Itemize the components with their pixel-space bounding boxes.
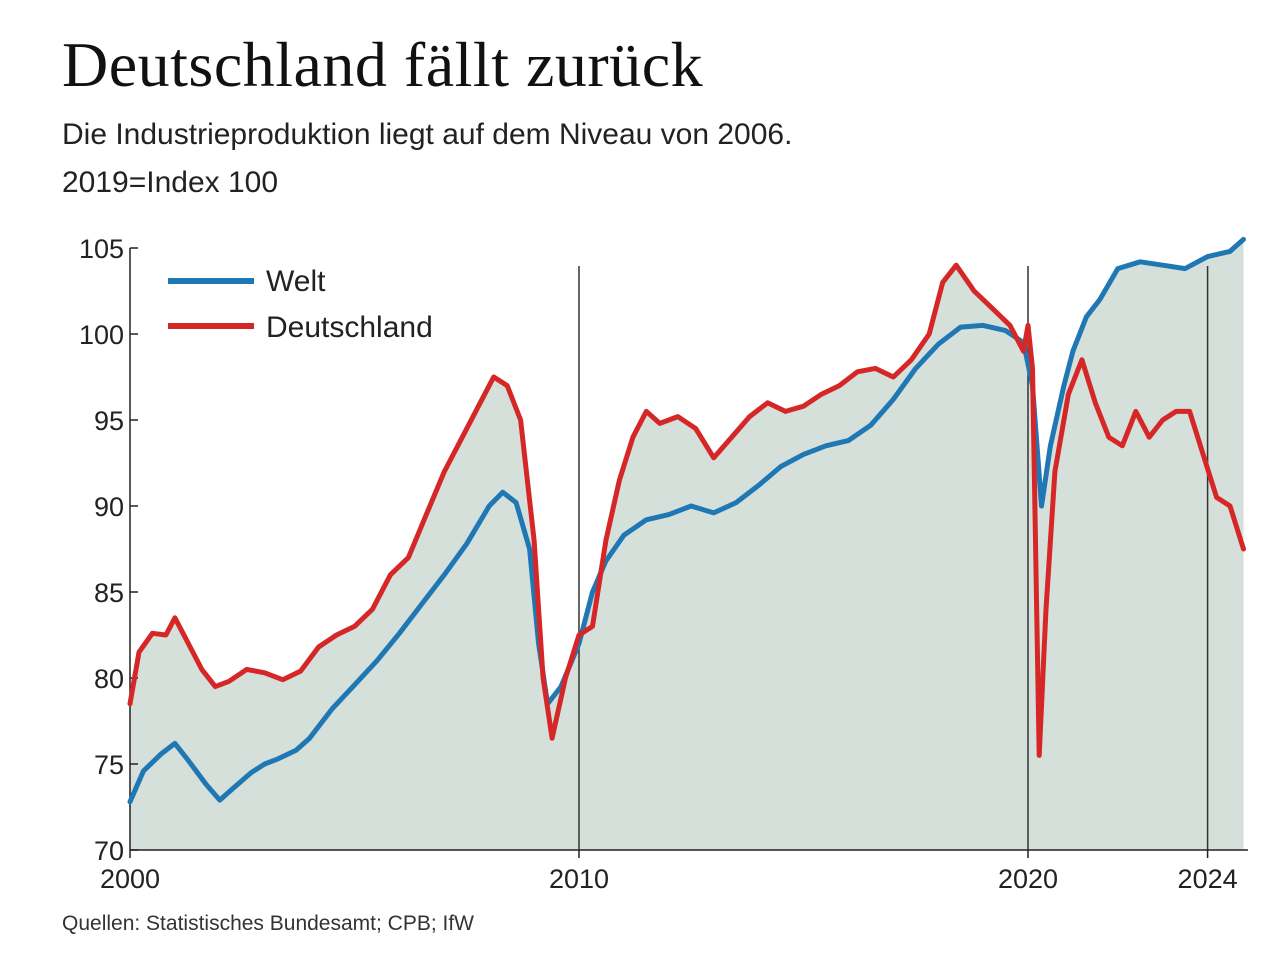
y-tick-label-90: 90: [94, 492, 124, 522]
x-tick-label-2020: 2020: [998, 864, 1058, 894]
unit-note: 2019=Index 100: [62, 166, 279, 199]
legend-label-deutschland: Deutschland: [266, 311, 433, 344]
axes: 70 75 80 85 90 95 100 105 2000 2010 2020 2024: [79, 234, 1248, 894]
y-tick-label-100: 100: [79, 320, 124, 350]
series-line-deutschland: [127, 262, 1246, 758]
chart-subtitle: Die Industrieproduktion liegt auf dem Ni…: [62, 118, 793, 151]
area-fill: [130, 239, 1244, 850]
y-tick-label-75: 75: [94, 750, 124, 780]
x-tick-label-2000: 2000: [100, 864, 160, 894]
y-tick-label-95: 95: [94, 406, 124, 436]
area-under-curves: [130, 239, 1244, 850]
source-note: Quellen: Statistisches Bundesamt; CPB; I…: [62, 912, 475, 935]
chart-title: Deutschland fällt zurück: [62, 29, 704, 100]
y-tick-label-85: 85: [94, 578, 124, 608]
series-lines: [127, 236, 1246, 805]
y-tick-label-80: 80: [94, 664, 124, 694]
y-tick-label-105: 105: [79, 234, 124, 264]
legend: Welt Deutschland: [168, 265, 433, 344]
y-tick-label-70: 70: [94, 836, 124, 866]
series-line-welt: [127, 236, 1246, 805]
legend-label-welt: Welt: [266, 265, 326, 298]
x-tick-label-2010: 2010: [549, 864, 609, 894]
x-tick-label-2024: 2024: [1178, 864, 1238, 894]
